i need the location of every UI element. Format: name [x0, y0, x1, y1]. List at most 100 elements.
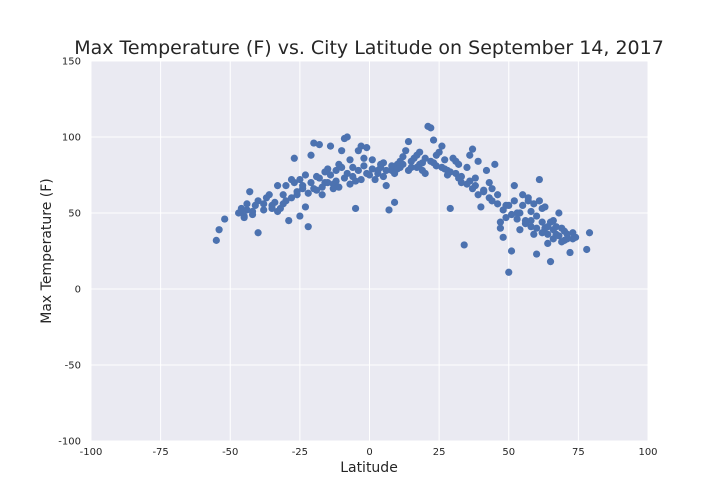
data-point — [326, 171, 335, 179]
data-point — [279, 191, 287, 199]
data-point — [494, 191, 502, 199]
x-tick-labels: -100 -75 -50 -25 0 25 50 75 100 — [80, 447, 658, 458]
x-tick-label: 50 — [502, 447, 515, 458]
data-point — [533, 212, 541, 220]
data-point — [546, 258, 555, 266]
data-point — [290, 154, 298, 162]
data-point — [307, 151, 315, 159]
data-point — [416, 148, 424, 156]
data-point — [390, 169, 399, 178]
data-point — [246, 188, 254, 196]
data-point — [215, 226, 223, 234]
data-point — [273, 207, 282, 216]
data-point — [513, 215, 521, 223]
data-point — [360, 154, 368, 162]
data-point — [285, 217, 293, 225]
data-point — [279, 200, 287, 208]
data-point — [340, 174, 349, 182]
data-point — [338, 147, 346, 155]
data-point — [544, 230, 552, 238]
data-point — [368, 165, 376, 173]
data-point — [468, 185, 477, 193]
y-tick-labels: -100 -50 0 50 100 150 — [58, 57, 81, 448]
data-point — [396, 163, 404, 171]
chart-title: Max Temperature (F) vs. City Latitude on… — [74, 37, 664, 59]
data-point — [485, 179, 493, 187]
x-tick-label: 75 — [572, 447, 585, 458]
y-tick-label: -100 — [58, 437, 81, 448]
data-point — [374, 169, 382, 178]
data-point — [343, 133, 351, 141]
data-point — [533, 224, 541, 232]
x-tick-label: -25 — [292, 447, 308, 458]
data-point — [363, 144, 371, 152]
data-point — [304, 223, 312, 231]
data-point — [260, 206, 268, 214]
x-tick-label: -50 — [222, 447, 238, 458]
data-point — [382, 182, 390, 190]
data-point — [304, 189, 312, 197]
data-point — [254, 197, 262, 205]
x-tick-label: 25 — [433, 447, 446, 458]
data-point — [482, 166, 491, 175]
data-point — [324, 179, 332, 187]
data-point — [488, 197, 496, 205]
data-point — [243, 206, 251, 214]
data-point — [418, 159, 427, 167]
data-point — [491, 160, 499, 168]
y-axis-title: Max Temperature (F) — [39, 178, 55, 324]
data-point — [312, 186, 321, 194]
data-point — [560, 236, 569, 244]
data-point — [379, 172, 388, 181]
data-point — [248, 210, 257, 219]
data-point — [446, 168, 454, 176]
data-point — [321, 168, 329, 176]
data-points — [212, 122, 594, 276]
data-point — [507, 247, 516, 255]
data-point — [538, 229, 546, 237]
data-point — [480, 188, 488, 196]
data-point — [505, 268, 513, 276]
data-point — [474, 191, 482, 199]
data-point — [273, 182, 282, 190]
data-point — [555, 209, 563, 217]
data-point — [555, 232, 563, 240]
data-point — [535, 197, 543, 205]
data-point — [404, 137, 413, 146]
data-point — [326, 142, 335, 150]
data-point — [446, 204, 454, 213]
data-point — [552, 223, 560, 231]
data-point — [318, 183, 326, 191]
data-point — [390, 198, 399, 206]
data-point — [566, 248, 574, 257]
x-tick-label: 0 — [366, 447, 372, 458]
data-point — [583, 245, 591, 254]
data-point — [287, 194, 296, 202]
data-point — [404, 166, 413, 175]
data-point — [585, 229, 594, 237]
data-point — [546, 218, 555, 226]
data-point — [558, 224, 566, 232]
data-point — [496, 218, 504, 226]
x-tick-label: -75 — [152, 447, 168, 458]
data-point — [243, 200, 251, 208]
data-point — [569, 235, 577, 243]
data-point — [260, 200, 268, 208]
data-point — [377, 160, 385, 168]
data-point — [293, 188, 301, 196]
data-point — [455, 160, 463, 168]
data-point — [296, 212, 304, 220]
data-point — [307, 179, 315, 187]
x-tick-label: -100 — [80, 447, 103, 458]
data-point — [499, 233, 507, 241]
data-point — [301, 203, 310, 211]
data-point — [315, 141, 323, 149]
data-point — [268, 204, 276, 213]
data-point — [549, 235, 557, 243]
data-point — [388, 162, 396, 170]
data-point — [296, 175, 304, 184]
data-point — [351, 204, 360, 213]
data-point — [524, 194, 532, 202]
data-point — [271, 198, 279, 206]
